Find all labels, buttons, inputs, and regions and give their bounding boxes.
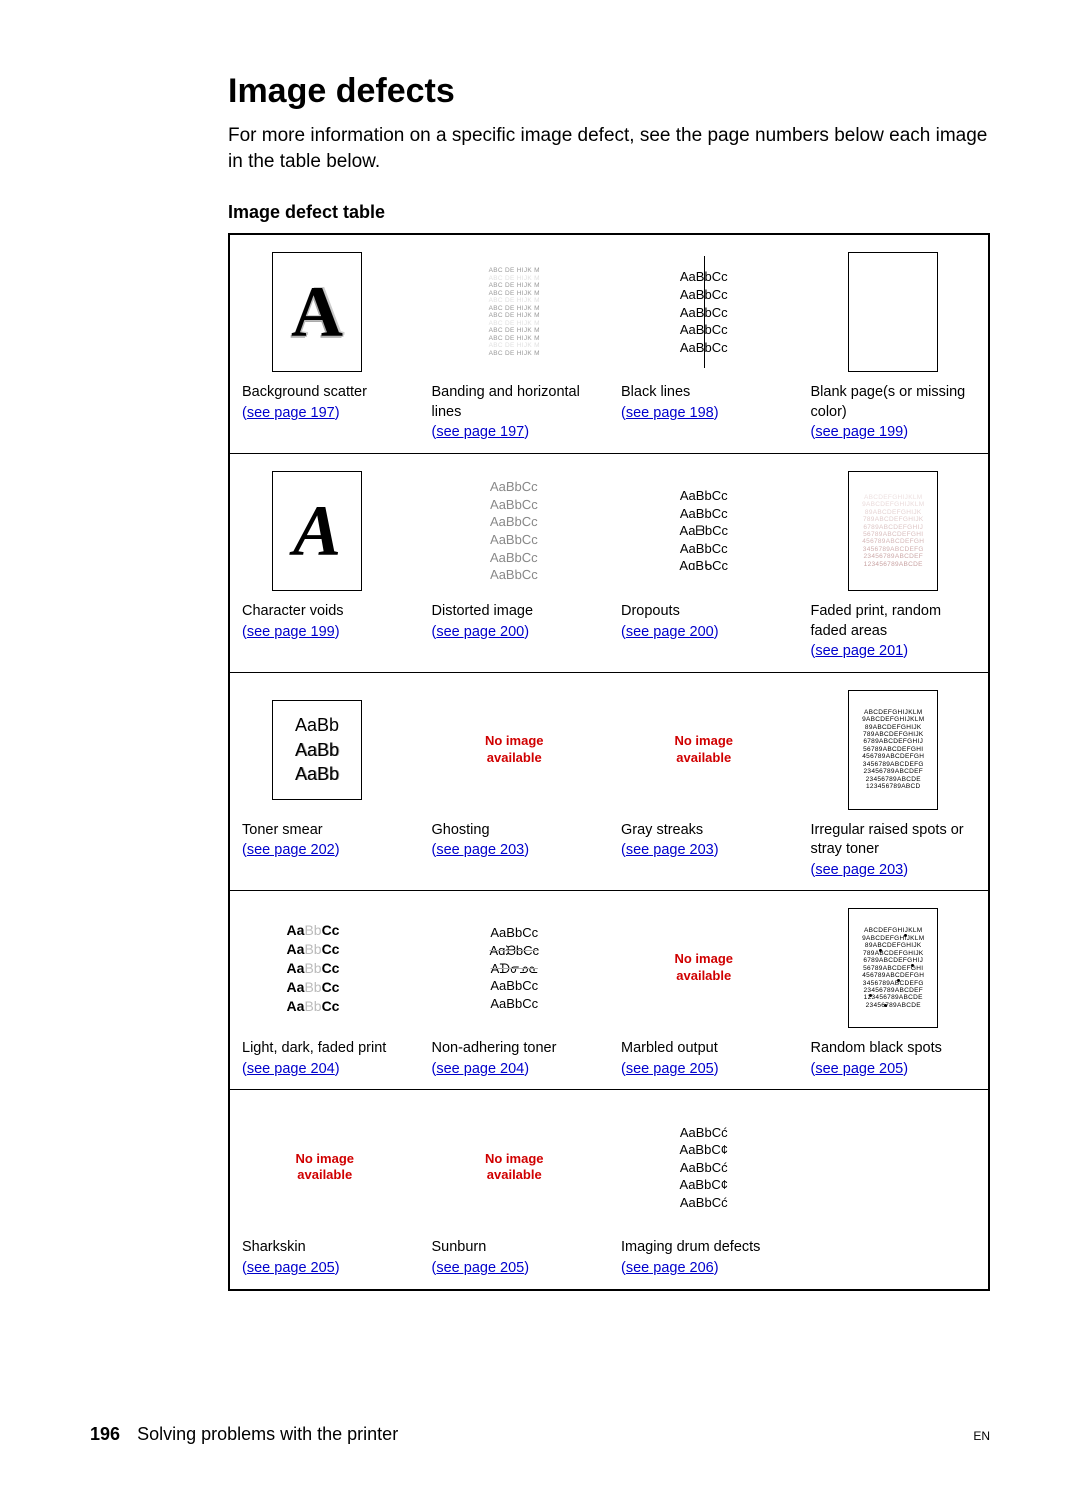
defect-label: Black lines [621, 383, 787, 403]
no-image-label: No imageavailable [485, 1151, 544, 1185]
defect-cell: A Background scatter (see page 197) [230, 235, 420, 453]
defect-thumb: AaBbCcAaBbCcAaᗷbCcAaBbCcAɑBᑲCc [621, 468, 787, 594]
page-footer: 196 Solving problems with the printer EN [90, 1424, 990, 1445]
defect-label: Imaging drum defects [621, 1238, 787, 1258]
defect-thumb: No imageavailable [432, 1104, 598, 1230]
defect-cell: AaBbCcAɑᙖbCcAᗪᓂᓄᓇAaBbCcAaBbCc Non-adherin… [420, 890, 610, 1089]
defect-thumb [811, 249, 977, 375]
footer-section: Solving problems with the printer [137, 1424, 398, 1444]
defect-cell: No imageavailable Sunburn (see page 205) [420, 1089, 610, 1288]
defect-thumb: AaBbCcAaBbCcAaBbCcAaBbCcAaBbCcAaBbCc [432, 468, 598, 594]
defect-label: Banding and horizontal lines [432, 383, 598, 422]
defect-cell: ABCDEFGHIJKLM9ABCDEFGHIJKLM89ABCDEFGHIJK… [799, 453, 989, 672]
defect-thumb: ABC DE HIJK MABC DE HIJK MABC DE HIJK MA… [432, 249, 598, 375]
see-page-link[interactable]: (see page 203) [621, 842, 719, 858]
no-image-label: No imageavailable [674, 733, 733, 767]
defect-cell: A Character voids (see page 199) [230, 453, 420, 672]
defect-cell: No imageavailable Sharkskin (see page 205) [230, 1089, 420, 1288]
defect-thumb: A [242, 249, 408, 375]
defect-label: Sharkskin [242, 1238, 408, 1258]
defect-thumb: AaBbAaBbAaBb [242, 687, 408, 813]
see-page-link[interactable]: (see page 200) [621, 624, 719, 640]
see-page-link[interactable]: (see page 205) [432, 1260, 530, 1276]
defect-label: Blank page(s or missing color) [811, 383, 977, 422]
defect-cell: AaBbCćAaBbC¢AaBbCćAaBbC¢AaBbCć Imaging dr… [609, 1089, 799, 1288]
defect-cell [799, 1089, 989, 1288]
see-page-link[interactable]: (see page 199) [811, 424, 909, 440]
defect-cell: AaBbAaBbAaBb Toner smear(see page 202) [230, 672, 420, 891]
see-page-link[interactable]: (see page 198) [621, 405, 719, 421]
image-defect-table: A Background scatter (see page 197) ABC DE … [228, 233, 990, 1290]
see-page-link[interactable]: (see page 197) [432, 424, 530, 440]
defect-cell: AaBbCcAaBbCcAaBbCcAaBbCcAaBbCc Black line… [609, 235, 799, 453]
defect-thumb: ABCDEFGHIJKLM9ABCDEFGHIJKLM89ABCDEFGHIJK… [811, 687, 977, 813]
see-page-link[interactable]: (see page 200) [432, 624, 530, 640]
defect-thumb [811, 1104, 977, 1230]
defect-cell: AaBbCcAaBbCcAaBbCcAaBbCcAaBbCcAaBbCc Dist… [420, 453, 610, 672]
see-page-link[interactable]: (see page 204) [242, 1061, 340, 1077]
defect-cell: ABCDEFGHIJKLM9ABCDEFGHIJKLM89ABCDEFGHIJK… [799, 672, 989, 891]
defect-label: Distorted image [432, 602, 598, 622]
defect-cell: AaBbCcAaBbCcAaᗷbCcAaBbCcAɑBᑲCc Dropouts (s… [609, 453, 799, 672]
see-page-link[interactable]: (see page 205) [811, 1061, 909, 1077]
defect-thumb: No imageavailable [621, 905, 787, 1031]
see-page-link[interactable]: (see page 201) [811, 643, 909, 659]
defect-cell: AaBbCcAaBbCcAaBbCcAaBbCcAaBbCc Light, dar… [230, 890, 420, 1089]
see-page-link[interactable]: (see page 205) [621, 1061, 719, 1077]
defect-thumb: ABCDEFGHIJKLM9ABCDEFGHIJKLM89ABCDEFGHIJK… [811, 468, 977, 594]
defect-label: Background scatter [242, 383, 408, 403]
defect-label: Gray streaks [621, 821, 787, 841]
defect-label: Ghosting [432, 821, 598, 841]
page-title: Image defects [228, 72, 990, 111]
page-number: 196 [90, 1424, 120, 1444]
defect-cell: No imageavailable Ghosting(see page 203) [420, 672, 610, 891]
defect-thumb: ABCDEFGHIJKLM9ABCDEFGHIJKLM89ABCDEFGHIJK… [811, 905, 977, 1031]
defect-label: Marbled output [621, 1039, 787, 1059]
footer-lang: EN [973, 1429, 990, 1443]
defect-thumb: No imageavailable [432, 687, 598, 813]
defect-thumb: AaBbCcAaBbCcAaBbCcAaBbCcAaBbCc [621, 249, 787, 375]
see-page-link[interactable]: (see page 206) [621, 1260, 719, 1276]
defect-cell: Blank page(s or missing color) (see page … [799, 235, 989, 453]
defect-cell: ABCDEFGHIJKLM9ABCDEFGHIJKLM89ABCDEFGHIJK… [799, 890, 989, 1089]
see-page-link[interactable]: (see page 197) [242, 405, 340, 421]
no-image-label: No imageavailable [485, 733, 544, 767]
defect-cell: No imageavailable Marbled output (see page… [609, 890, 799, 1089]
defect-thumb: AaBbCcAaBbCcAaBbCcAaBbCcAaBbCc [242, 905, 408, 1031]
no-image-label: No imageavailable [295, 1151, 354, 1185]
see-page-link[interactable]: (see page 199) [242, 624, 340, 640]
see-page-link[interactable]: (see page 203) [432, 842, 530, 858]
defect-label: Non-adhering toner [432, 1039, 598, 1059]
no-image-label: No imageavailable [674, 951, 733, 985]
defect-thumb: AaBbCcAɑᙖbCcAᗪᓂᓄᓇAaBbCcAaBbCc [432, 905, 598, 1031]
intro-text: For more information on a specific image… [228, 123, 990, 174]
defect-label: Irregular raised spots or stray toner [811, 821, 977, 860]
defect-thumb: No imageavailable [242, 1104, 408, 1230]
see-page-link[interactable]: (see page 204) [432, 1061, 530, 1077]
defect-label: Light, dark, faded print [242, 1039, 408, 1059]
defect-thumb: No imageavailable [621, 687, 787, 813]
defect-label: Toner smear [242, 821, 408, 841]
defect-label: Sunburn [432, 1238, 598, 1258]
defect-label: Random black spots [811, 1039, 977, 1059]
defect-label: Faded print, random faded areas [811, 602, 977, 641]
defect-cell: No imageavailable Gray streaks(see page 2… [609, 672, 799, 891]
defect-thumb: AaBbCćAaBbC¢AaBbCćAaBbC¢AaBbCć [621, 1104, 787, 1230]
see-page-link[interactable]: (see page 203) [811, 862, 909, 878]
see-page-link[interactable]: (see page 205) [242, 1260, 340, 1276]
defect-thumb: A [242, 468, 408, 594]
defect-label: Dropouts [621, 602, 787, 622]
defect-label: Character voids [242, 602, 408, 622]
see-page-link[interactable]: (see page 202) [242, 842, 340, 858]
defect-cell: ABC DE HIJK MABC DE HIJK MABC DE HIJK MA… [420, 235, 610, 453]
table-title: Image defect table [228, 202, 990, 223]
